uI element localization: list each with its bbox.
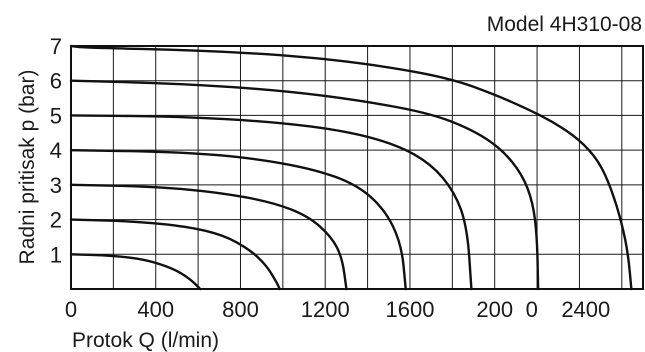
x-tick-label: 200 [476,297,513,322]
y-tick-label: 4 [50,138,62,163]
y-axis-label: Radni pritisak p (bar) [16,70,39,265]
plot-frame [70,45,644,290]
y-tick-label: 6 [50,69,62,94]
x-tick-label: 400 [137,297,174,322]
pressure-curve-5 [69,114,473,291]
chart-grid [71,46,643,289]
pressure-curve-4 [69,148,407,291]
x-tick-label: 0 [65,297,77,322]
x-tick-label: 1200 [301,297,350,322]
pressure-curve-6 [69,79,540,291]
pressure-curve-7 [69,44,633,291]
pressure-curve-1 [69,253,202,291]
y-tick-label: 5 [50,103,62,128]
y-tick-label: 3 [50,173,62,198]
chart-title: Model 4H310-08 [487,13,642,36]
pressure-curve-3 [69,183,348,291]
y-tick-label: 7 [50,34,62,59]
x-tick-label: 2400 [561,297,610,322]
x-tick-labels: 0 400 800 1200 1600 200 0 2400 [65,297,610,322]
y-tick-label: 1 [50,242,62,267]
y-tick-label: 2 [50,208,62,233]
chart-curves [69,44,633,291]
pressure-curve-2 [69,218,281,291]
x-tick-label: 0 [526,297,538,322]
y-tick-labels: 1 2 3 4 5 6 7 [50,34,62,267]
x-tick-label: 1600 [385,297,434,322]
x-axis-label: Protok Q (l/min) [72,329,219,352]
x-tick-label: 800 [222,297,259,322]
